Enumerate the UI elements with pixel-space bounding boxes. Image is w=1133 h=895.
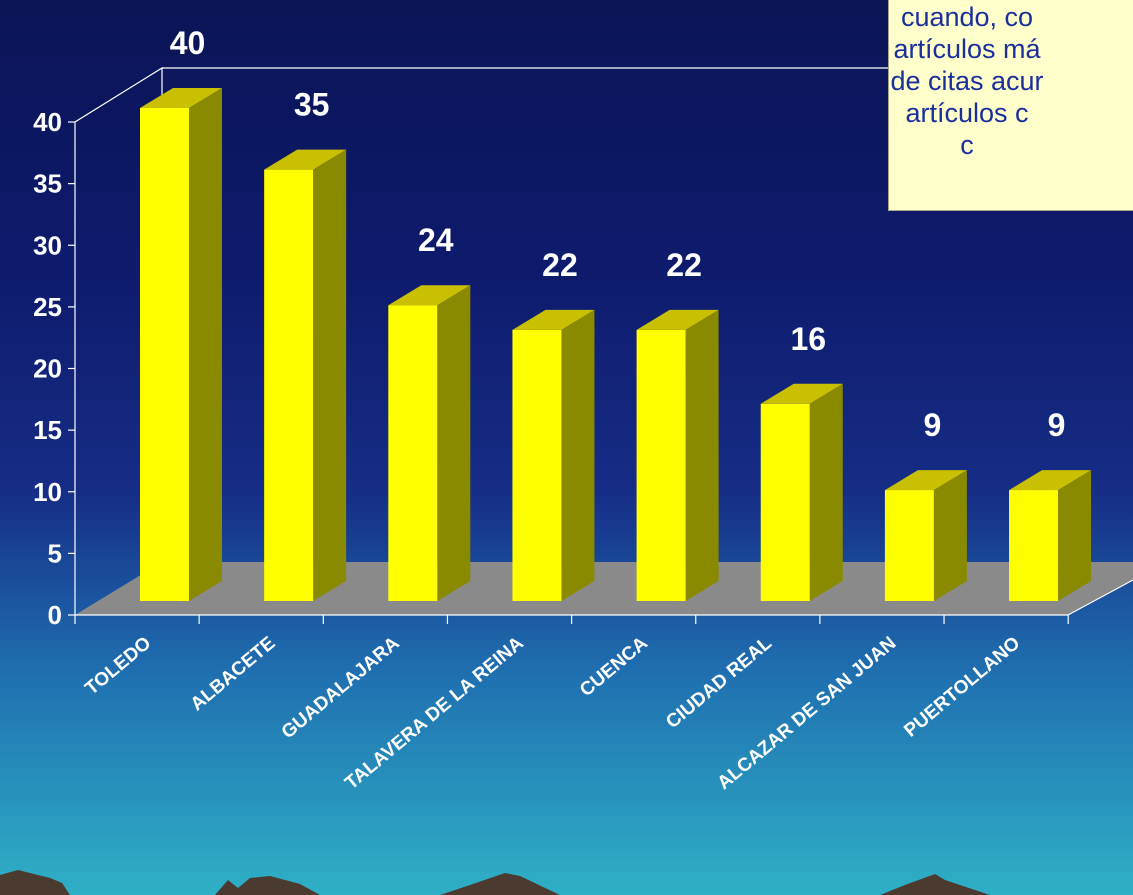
- bar-side: [685, 309, 719, 601]
- bar-side: [437, 285, 471, 601]
- note-line: artículos má: [893, 34, 1041, 64]
- bar: [264, 149, 347, 601]
- category-label: CIUDAD REAL: [662, 632, 776, 732]
- bar: [884, 470, 967, 601]
- y-tick-label: 30: [33, 230, 62, 260]
- bar-front: [388, 305, 438, 601]
- bar-front: [884, 490, 934, 601]
- data-label: 35: [294, 87, 330, 123]
- note-text: cuando, co artículos má de citas acur ar…: [889, 1, 1133, 161]
- y-tick-label: 0: [48, 600, 62, 630]
- bar-side: [189, 88, 222, 601]
- data-labels: 40 35 24 22 22 16 9 9: [170, 25, 1066, 443]
- bar: [388, 285, 471, 601]
- category-label: ALBACETE: [187, 633, 280, 716]
- bar-front: [760, 403, 810, 601]
- bar-front: [636, 329, 686, 601]
- y-tick-label: 25: [33, 292, 62, 322]
- mountain-silhouette: [0, 870, 990, 895]
- data-label: 9: [924, 407, 942, 443]
- y-tick-label: 5: [48, 538, 62, 568]
- category-label: CUENCA: [576, 633, 652, 702]
- y-tick-label: 10: [33, 477, 62, 507]
- bar-top: [264, 149, 347, 170]
- note-line: de citas acur: [890, 66, 1044, 96]
- data-label: 40: [170, 25, 206, 61]
- bar: [760, 383, 843, 601]
- note-box: cuando, co artículos má de citas acur ar…: [888, 0, 1133, 211]
- data-label: 24: [418, 222, 454, 258]
- category-label: PUERTOLLANO: [900, 633, 1024, 742]
- bar: [140, 88, 222, 601]
- bar-top: [1009, 470, 1092, 491]
- category-label: GUADALAJARA: [278, 633, 404, 744]
- bar-top: [140, 88, 222, 108]
- category-label: TOLEDO: [81, 633, 155, 700]
- bar-top: [636, 309, 719, 330]
- bar-front: [264, 169, 314, 601]
- bar-side: [1058, 470, 1092, 601]
- bar-top: [760, 383, 843, 404]
- bar: [1009, 470, 1092, 601]
- chart-floor: [75, 562, 1133, 616]
- x-axis: [74, 615, 1069, 624]
- y-tick-label: 35: [33, 169, 62, 199]
- data-label: 16: [790, 321, 826, 357]
- note-line: artículos c: [905, 98, 1029, 128]
- y-axis: 0 5 10 15 20 25 30 35 40: [33, 107, 75, 630]
- bar-side: [561, 309, 595, 601]
- bar-side: [933, 470, 967, 601]
- bar-side: [809, 383, 843, 601]
- data-label: 22: [542, 247, 578, 283]
- bar-top: [884, 470, 967, 491]
- y-tick-label: 40: [33, 107, 62, 137]
- note-line: c: [960, 130, 974, 160]
- bar-front: [140, 108, 189, 601]
- bar-front: [1009, 490, 1059, 601]
- bar-top: [512, 309, 595, 330]
- bars-group: [140, 88, 1092, 601]
- bar: [512, 309, 595, 601]
- data-label: 22: [666, 247, 702, 283]
- note-line: cuando, co: [900, 2, 1034, 32]
- bar-front: [512, 329, 562, 601]
- bar: [636, 309, 719, 601]
- y-tick-label: 20: [33, 354, 62, 384]
- data-label: 9: [1048, 407, 1066, 443]
- bar-side: [313, 149, 347, 601]
- bar-top: [388, 285, 471, 306]
- y-tick-label: 15: [33, 415, 62, 445]
